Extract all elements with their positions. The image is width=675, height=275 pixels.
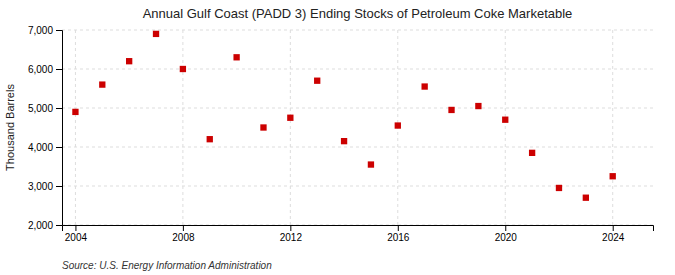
y-tick-label: 2,000 <box>28 220 53 231</box>
grid <box>62 30 653 225</box>
x-tick: 2024 <box>602 225 625 243</box>
y-tick-mark <box>56 30 62 31</box>
y-tick-mark <box>56 225 62 226</box>
y-tick-mark <box>56 186 62 187</box>
y-tick: 7,000 <box>28 25 62 36</box>
title: Annual Gulf Coast (PADD 3) Ending Stocks… <box>143 6 573 21</box>
x-grid-line <box>505 30 506 225</box>
x-tick-label: 2016 <box>387 232 410 243</box>
x-tick-label: 2008 <box>172 232 195 243</box>
y-tick: 6,000 <box>28 64 62 75</box>
y-tick-mark <box>56 69 62 70</box>
x-tick-mark <box>75 225 76 231</box>
x-grid-line <box>75 30 76 225</box>
plot: 2004 2008 2012 2016 2020 2024 2,000 3,000 4,000 5… <box>28 25 654 243</box>
y-axis: 2,000 3,000 4,000 5,000 6,000 7,000 <box>28 25 63 231</box>
y-tick: 2,000 <box>28 220 62 231</box>
point <box>395 122 401 128</box>
marks <box>72 31 616 201</box>
y-axis-title: Thousand Barrels <box>4 84 16 171</box>
y-grid-line <box>62 30 653 31</box>
point <box>556 185 562 191</box>
point <box>72 109 78 115</box>
point <box>529 150 535 156</box>
x-tick-label: 2004 <box>65 232 88 243</box>
point <box>583 195 589 201</box>
x-tick: 2020 <box>495 225 518 243</box>
point <box>233 54 239 60</box>
point <box>99 81 105 87</box>
point <box>126 58 132 64</box>
chart: 2004 2008 2012 2016 2020 2024 2,000 3,000 4,000 5… <box>0 0 675 275</box>
x-tick: 2016 <box>387 225 410 243</box>
point <box>502 117 508 123</box>
x-tick-label: 2020 <box>495 232 518 243</box>
point <box>341 138 347 144</box>
y-tick-label: 4,000 <box>28 142 53 153</box>
x-tick: 2008 <box>172 225 195 243</box>
x-grid-line <box>182 30 183 225</box>
point <box>287 115 293 121</box>
x-tick-label: 2012 <box>280 232 303 243</box>
y-grid-line <box>62 108 653 109</box>
x-tick-mark <box>505 225 506 231</box>
y-tick-mark <box>56 147 62 148</box>
x-tick-label: 2024 <box>602 232 625 243</box>
x-grid-line <box>290 30 291 225</box>
point <box>448 107 454 113</box>
y-tick-label: 6,000 <box>28 64 53 75</box>
x-tick: 2004 <box>65 225 88 243</box>
point <box>610 173 616 179</box>
x-tick-mark <box>290 225 291 231</box>
y-tick: 3,000 <box>28 181 62 192</box>
y-tick: 4,000 <box>28 142 62 153</box>
x-tick-mark <box>398 225 399 231</box>
x-tick-mark <box>613 225 614 231</box>
point <box>180 66 186 72</box>
x-tick: 2012 <box>280 225 303 243</box>
x-tick-mark <box>183 225 184 231</box>
y-tick-label: 5,000 <box>28 103 53 114</box>
point <box>421 83 427 89</box>
x-grid-line <box>612 30 613 225</box>
y-tick-label: 3,000 <box>28 181 53 192</box>
x-axis: 2004 2008 2012 2016 2020 2024 <box>63 225 654 243</box>
point <box>314 78 320 84</box>
y-tick-mark <box>56 108 62 109</box>
y-tick: 5,000 <box>28 103 62 114</box>
x-axis-line <box>63 226 654 232</box>
y-grid-line <box>62 147 653 148</box>
y-grid-line <box>62 69 653 70</box>
point <box>368 161 374 167</box>
point <box>260 124 266 130</box>
annotation: Source: U.S. Energy Information Administ… <box>62 260 272 271</box>
point <box>153 31 159 37</box>
y-grid-line <box>62 186 653 187</box>
y-tick-label: 7,000 <box>28 25 53 36</box>
point <box>475 103 481 109</box>
point <box>207 136 213 142</box>
y-axis-line <box>56 31 63 226</box>
